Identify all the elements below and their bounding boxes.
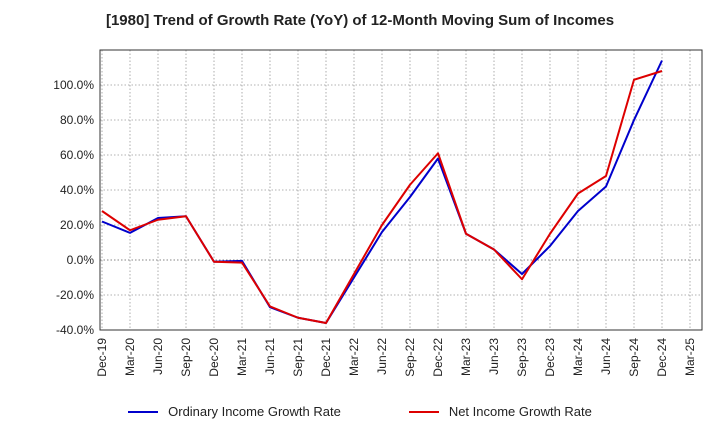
y-tick-label: 60.0% <box>60 148 94 162</box>
x-tick-label: Mar-20 <box>123 338 137 376</box>
x-tick-label: Mar-25 <box>683 338 697 376</box>
y-tick-label: 40.0% <box>60 183 94 197</box>
y-tick-label: 80.0% <box>60 113 94 127</box>
legend: Ordinary Income Growth Rate Net Income G… <box>0 404 720 419</box>
grid-lines <box>100 50 702 331</box>
x-tick-label: Jun-24 <box>599 338 613 375</box>
y-tick-label: 100.0% <box>53 78 94 92</box>
x-tick-label: Mar-21 <box>235 338 249 376</box>
y-tick-label: 20.0% <box>60 218 94 232</box>
legend-label-ordinary: Ordinary Income Growth Rate <box>168 404 341 419</box>
y-tick-label: -40.0% <box>56 323 94 337</box>
series-lines <box>101 60 663 324</box>
legend-swatch-net <box>408 410 439 413</box>
x-tick-label: Dec-21 <box>319 338 333 377</box>
x-tick-label: Dec-19 <box>95 338 109 377</box>
plot-frame <box>99 49 703 331</box>
legend-item-ordinary: Ordinary Income Growth Rate <box>128 404 341 419</box>
x-tick-label: Sep-21 <box>291 338 305 377</box>
axes: -40.0% -20.0% 0.0% 20.0% 40.0% 60.0% 80.0% 100.… <box>53 78 697 377</box>
x-tick-label: Dec-20 <box>207 338 221 377</box>
x-tick-label: Mar-23 <box>459 338 473 376</box>
x-tick-label: Sep-23 <box>515 338 529 377</box>
chart-title: [1980] Trend of Growth Rate (YoY) of 12-… <box>105 12 615 29</box>
x-tick-label: Jun-21 <box>263 338 277 375</box>
x-tick-label: Jun-20 <box>151 338 165 375</box>
x-tick-label: Dec-24 <box>655 338 669 377</box>
legend-label-net: Net Income Growth Rate <box>448 404 592 419</box>
y-tick-label: 0.0% <box>67 253 95 267</box>
y-tick-label: -20.0% <box>56 288 94 302</box>
legend-item-net: Net Income Growth Rate <box>408 404 592 419</box>
x-tick-label: Sep-24 <box>627 338 641 377</box>
series-line-1 <box>101 70 663 324</box>
x-tick-label: Dec-23 <box>543 338 557 377</box>
x-tick-label: Dec-22 <box>431 338 445 377</box>
x-tick-label: Sep-22 <box>403 338 417 377</box>
x-tick-label: Jun-22 <box>375 338 389 375</box>
x-tick-label: Jun-23 <box>487 338 501 375</box>
x-tick-label: Mar-24 <box>571 338 585 376</box>
legend-swatch-ordinary <box>128 410 159 413</box>
x-tick-label: Sep-20 <box>179 338 193 377</box>
x-tick-label: Mar-22 <box>347 338 361 376</box>
